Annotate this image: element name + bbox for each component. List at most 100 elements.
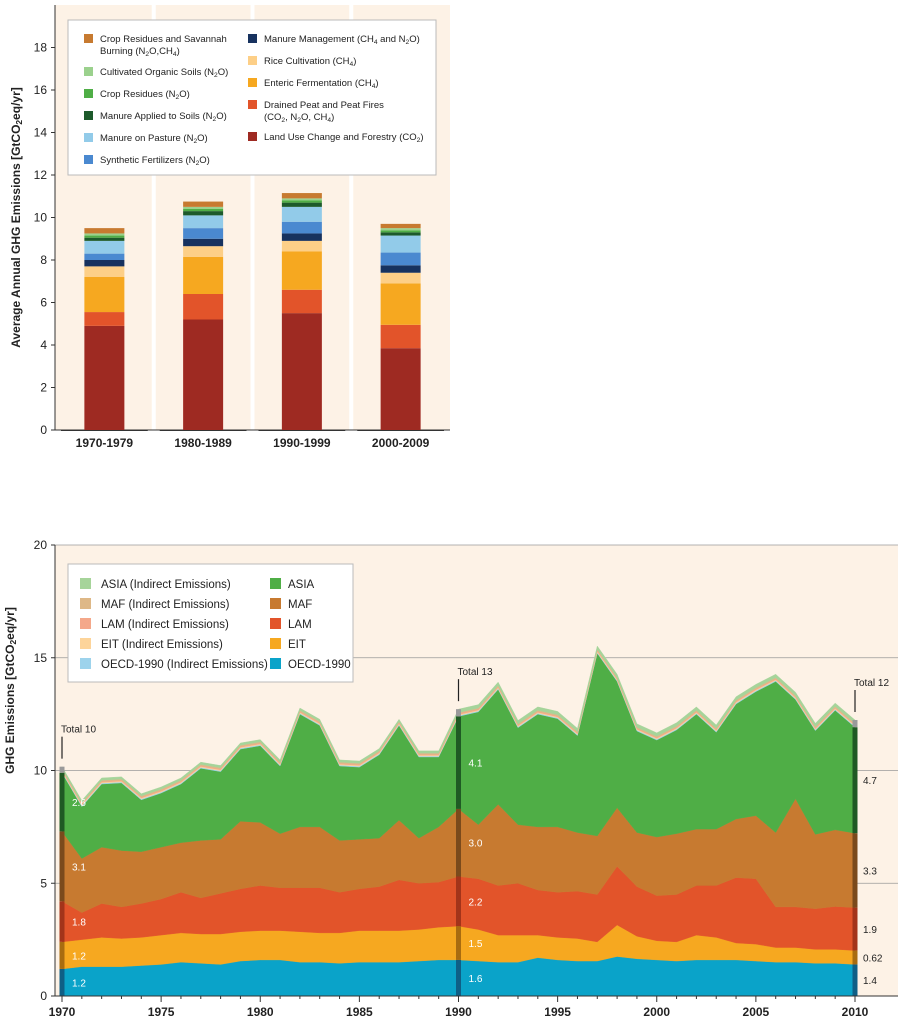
bar-segment (183, 246, 224, 257)
segment-value-label: 2.2 (469, 897, 483, 908)
bar-segment (281, 198, 322, 201)
year-column-segment (852, 964, 858, 996)
segment-value-label: 3.0 (469, 839, 483, 850)
segment-value-label: 4.1 (469, 759, 483, 770)
bar-segment (84, 237, 125, 241)
year-column-segment (59, 901, 65, 942)
bar-segment (380, 230, 421, 233)
year-column-segment (456, 926, 461, 960)
area-chart: Total 10 1.2 1.2 1.8 3.1 2.6 Total 13 1.6 1.5 2.2… (3, 538, 898, 1019)
year-column-segment (456, 876, 461, 927)
segment-value-label: 1.2 (72, 951, 86, 962)
y-tick-label: 12 (34, 168, 48, 182)
legend-swatch (84, 89, 93, 98)
legend-label: Crop Residues and Savannah (100, 34, 227, 45)
y-tick-label: 2 (40, 381, 47, 395)
y-tick-label: 0 (40, 423, 47, 437)
legend-label: Manure Applied to Soils (N2O) (100, 111, 227, 123)
legend-label: OECD-1990 (Indirect Emissions) (101, 659, 268, 671)
bar-segment (183, 201, 224, 207)
legend-label: Rice Cultivation (CH4) (264, 56, 356, 68)
segment-value-label: 1.9 (863, 925, 877, 936)
legend-label: Manure Management (CH4 and N2O) (264, 34, 420, 46)
year-column-segment (456, 808, 461, 877)
legend-box (67, 563, 354, 683)
total-label: Total 13 (458, 667, 493, 678)
segment-value-label: 3.1 (72, 862, 86, 873)
bar-segment (281, 200, 322, 203)
legend-label: (CO2, N2O, CH4) (264, 112, 334, 124)
y-tick-label: 0 (40, 989, 47, 1003)
bar-segment (281, 233, 322, 241)
legend-swatch (84, 155, 93, 164)
bar-segment (281, 251, 322, 290)
total-label: Total 10 (61, 725, 96, 736)
legend-label: MAF (Indirect Emissions) (101, 599, 230, 611)
legend-label: Drained Peat and Peat Fires (264, 100, 384, 111)
bar-segment (183, 211, 224, 216)
year-column-segment (456, 959, 461, 996)
x-category-label: 2000-2009 (372, 436, 430, 450)
legend-label: Synthetic Fertilizers (N2O) (100, 155, 210, 167)
legend-swatch (84, 133, 93, 142)
legend-swatch (270, 658, 281, 669)
y-tick-label: 14 (34, 126, 48, 140)
legend-label: EIT (Indirect Emissions) (101, 639, 223, 651)
segment-value-label: 2.6 (72, 798, 86, 809)
legend-swatch (248, 132, 257, 141)
legend-label: Burning (N2O,CH4) (100, 46, 180, 58)
legend-swatch (80, 578, 91, 589)
y-tick-label: 15 (34, 651, 48, 665)
legend-swatch (248, 100, 257, 109)
legend: ASIA (Indirect Emissions) MAF (Indirect E… (67, 563, 354, 683)
bar-segment (84, 228, 125, 234)
bar-segment (380, 283, 421, 325)
bar-segment (183, 206, 224, 209)
legend-label: Crop Residues (N2O) (100, 89, 190, 101)
legend-label: EIT (288, 639, 306, 651)
bar-segment (84, 253, 125, 260)
legend-box (67, 19, 437, 176)
bar-segment (84, 325, 125, 430)
legend-swatch (84, 34, 93, 43)
bar-segment (183, 238, 224, 247)
segment-value-label: 3.3 (863, 866, 877, 877)
year-column-segment (59, 968, 65, 996)
segment-value-label: 0.62 (863, 953, 883, 964)
year-column-indirect (59, 766, 65, 773)
legend-label: ASIA (288, 579, 315, 591)
legend-label: Enteric Fermentation (CH4) (264, 78, 379, 90)
x-tick-label: 1990 (445, 1005, 472, 1019)
bar-segment (183, 256, 224, 294)
y-tick-label: 6 (40, 296, 47, 310)
bar-segment (281, 313, 322, 430)
legend-swatch (248, 56, 257, 65)
y-axis-title: GHG Emissions [GtCO2eq/yr] (3, 607, 18, 774)
bar-segment (183, 294, 224, 320)
legend-swatch (80, 638, 91, 649)
bar-segment (84, 260, 125, 267)
y-tick-label: 10 (34, 211, 48, 225)
bar-segment (183, 228, 224, 239)
bar-segment (380, 228, 421, 231)
bar-segment (380, 272, 421, 284)
bar-segment (281, 221, 322, 234)
bar-segment (281, 202, 322, 207)
bar-segment (380, 235, 421, 253)
x-tick-label: 1980 (247, 1005, 274, 1019)
legend-label: LAM (288, 619, 312, 631)
bar-segment (380, 348, 421, 430)
segment-value-label: 1.8 (72, 918, 86, 929)
y-tick-label: 20 (34, 538, 48, 552)
legend-swatch (80, 618, 91, 629)
legend-label: MAF (288, 599, 312, 611)
x-tick-label: 2000 (643, 1005, 670, 1019)
y-tick-label: 18 (34, 41, 48, 55)
x-category-label: 1970-1979 (76, 436, 134, 450)
legend-label: Manure on Pasture (N2O) (100, 133, 208, 145)
bar-segment (380, 265, 421, 273)
legend-swatch (270, 638, 281, 649)
bar-segment (84, 240, 125, 254)
legend-swatch (270, 598, 281, 609)
bar-segment (380, 223, 421, 229)
